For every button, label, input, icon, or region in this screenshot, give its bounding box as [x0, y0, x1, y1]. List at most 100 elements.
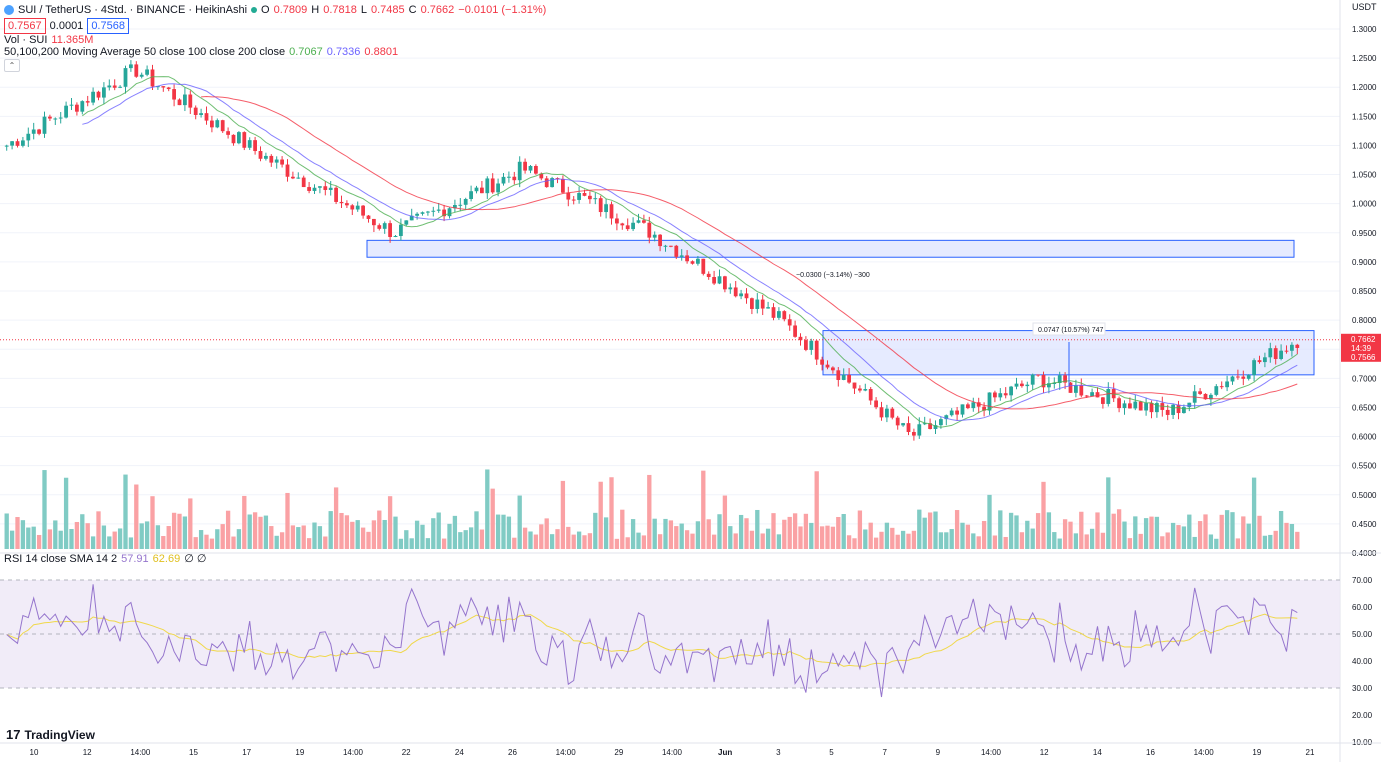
- time-tick-label: 14:00: [981, 748, 1002, 757]
- bid-price[interactable]: 0.7567: [4, 18, 46, 34]
- volume-bar: [917, 509, 922, 549]
- candle-body: [453, 204, 457, 209]
- price-tick-label: 1.2000: [1352, 83, 1377, 92]
- volume-bar: [717, 514, 722, 549]
- ohlc-high: 0.7818: [323, 4, 357, 16]
- volume-bar: [117, 528, 123, 549]
- candle-body: [642, 220, 646, 223]
- volume-bar: [981, 520, 987, 549]
- volume-bar: [1154, 516, 1160, 549]
- candle-body: [804, 340, 808, 350]
- candle-body: [814, 340, 819, 360]
- symbol-title[interactable]: SUI / TetherUS · 4Std. · BINANCE · Heiki…: [18, 4, 248, 16]
- ohlc-open-label: O: [261, 4, 270, 16]
- volume-bar: [760, 533, 765, 549]
- candle-body: [204, 113, 209, 121]
- volume-bar: [198, 530, 204, 549]
- volume-bar: [728, 526, 733, 549]
- time-tick-label: 14: [1093, 748, 1102, 757]
- rsi-label[interactable]: RSI 14 close SMA 14 2: [4, 553, 118, 565]
- time-tick-label: 14:00: [1194, 748, 1215, 757]
- candle-body: [247, 140, 252, 148]
- volume-bar: [296, 527, 301, 549]
- candle-body: [161, 86, 166, 88]
- candle-body: [539, 173, 544, 179]
- candle-body: [685, 255, 689, 262]
- candle-body: [631, 222, 635, 230]
- volume-bar: [1068, 521, 1073, 549]
- volume-bar: [722, 495, 728, 549]
- volume-bar: [209, 538, 215, 549]
- volume-bar: [269, 526, 274, 549]
- candle-body: [636, 220, 641, 223]
- volume-bar: [441, 538, 447, 549]
- candle-body: [258, 151, 263, 159]
- volume-bar: [625, 537, 630, 549]
- candle-body: [523, 161, 527, 171]
- volume-bar: [171, 512, 177, 549]
- volume-bar: [366, 531, 371, 549]
- time-tick-label: 7: [882, 748, 887, 757]
- time-tick-label: 12: [1040, 748, 1049, 757]
- candle-body: [139, 74, 144, 77]
- candle-body: [1155, 403, 1159, 413]
- volume-bar: [215, 529, 220, 549]
- candle-body: [345, 203, 349, 206]
- candle-body: [895, 417, 900, 426]
- candle-body: [809, 340, 814, 350]
- volume-bar: [134, 484, 139, 549]
- last-price-text: 0.7662: [1351, 335, 1376, 344]
- candle-body: [409, 215, 414, 221]
- candle-body: [787, 319, 792, 326]
- volume-bar: [1149, 516, 1154, 549]
- volume-bar: [139, 523, 144, 549]
- volume-bar: [668, 520, 674, 549]
- candle-body: [458, 204, 463, 206]
- price-tick-label: 0.8500: [1352, 287, 1377, 296]
- volume-bar: [63, 477, 69, 549]
- volume-bar: [501, 514, 506, 549]
- volume-legend: Vol · SUI 11.365M: [4, 33, 93, 47]
- candle-body: [366, 215, 371, 219]
- volume-bar: [312, 522, 317, 549]
- volume-bar: [576, 531, 582, 549]
- candle-body: [588, 195, 592, 200]
- ma50-line: [81, 76, 1298, 428]
- volume-bar: [614, 538, 620, 549]
- time-tick-label: 24: [455, 748, 464, 757]
- volume-bar: [944, 532, 949, 549]
- candle-body: [609, 204, 614, 219]
- volume-bar: [447, 523, 452, 549]
- candle-body: [382, 223, 387, 229]
- collapse-legend-button[interactable]: ⌃: [4, 59, 20, 72]
- volume-bar: [306, 538, 312, 549]
- candle-body: [993, 392, 997, 398]
- volume-bar: [744, 518, 749, 549]
- candle-body: [1279, 350, 1283, 359]
- candle-body: [739, 293, 743, 297]
- volume-bar: [1041, 481, 1046, 549]
- volume-bar: [1003, 536, 1008, 549]
- time-tick-label: 19: [1252, 748, 1261, 757]
- volume-bar: [868, 522, 873, 549]
- ohlc-high-label: H: [311, 4, 320, 16]
- volume-bar: [263, 515, 269, 549]
- volume-bar: [479, 529, 485, 549]
- time-tick-label: 21: [1306, 748, 1315, 757]
- volume-bar: [1197, 521, 1203, 549]
- volume-label[interactable]: Vol · SUI: [4, 34, 48, 46]
- volume-bar: [274, 535, 279, 549]
- ask-price[interactable]: 0.7568: [87, 18, 129, 34]
- volume-bar: [598, 481, 603, 549]
- candle-body: [442, 209, 446, 217]
- ma-label[interactable]: 50,100,200 Moving Average 50 close 100 c…: [4, 46, 286, 58]
- last-price-text: 0.7566: [1351, 353, 1376, 362]
- last-price-text: 14:39: [1351, 344, 1372, 353]
- candle-body: [928, 423, 932, 430]
- candle-body: [825, 364, 830, 368]
- candle-body: [755, 299, 760, 309]
- tradingview-logo[interactable]: 17 TradingView: [6, 727, 95, 742]
- candle-body: [328, 187, 333, 190]
- candle-body: [879, 407, 884, 418]
